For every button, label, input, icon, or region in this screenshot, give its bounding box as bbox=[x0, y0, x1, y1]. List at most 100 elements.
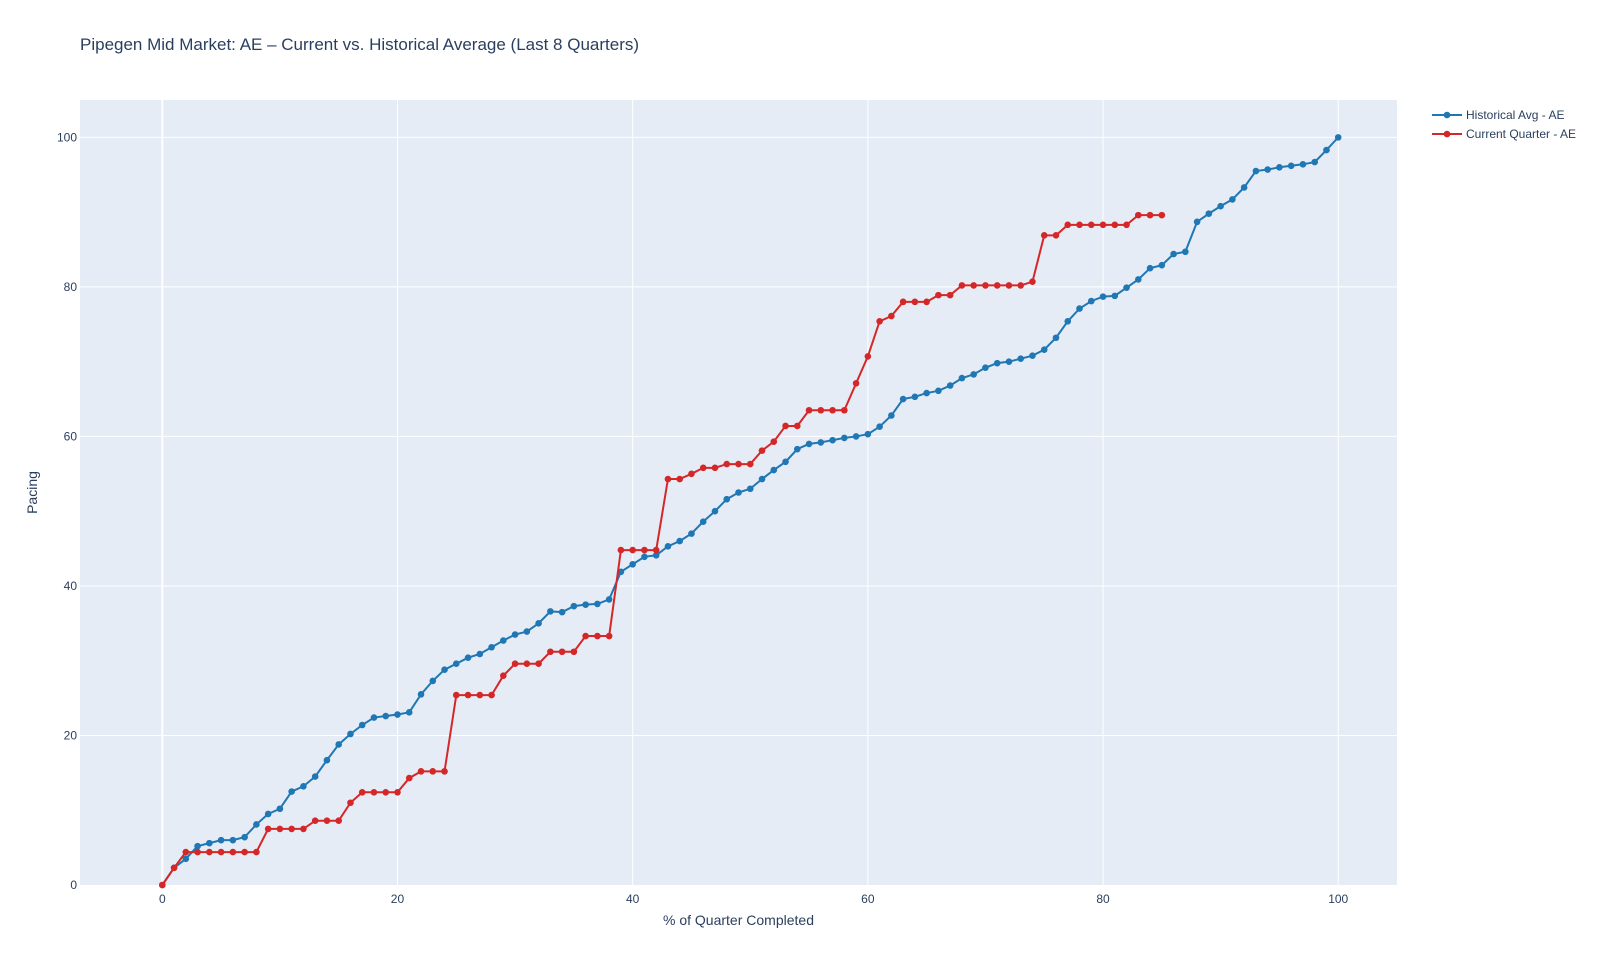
data-point bbox=[1052, 334, 1060, 342]
data-point bbox=[958, 282, 966, 289]
data-point bbox=[946, 291, 954, 299]
legend-marker bbox=[1443, 130, 1451, 138]
data-point bbox=[1099, 221, 1107, 229]
data-point bbox=[1087, 297, 1095, 305]
data-point bbox=[817, 439, 825, 446]
data-point bbox=[1146, 211, 1154, 219]
x-tick-label: 0 bbox=[159, 892, 166, 906]
data-point bbox=[370, 789, 378, 796]
legend[interactable]: Historical Avg - AE Current Quarter - AE bbox=[1432, 108, 1576, 141]
data-point bbox=[617, 546, 625, 554]
data-point bbox=[711, 507, 719, 515]
data-point bbox=[511, 660, 519, 667]
data-point bbox=[264, 825, 272, 833]
data-point bbox=[594, 600, 601, 608]
data-point bbox=[711, 464, 719, 472]
data-point bbox=[1135, 276, 1142, 283]
data-point bbox=[1193, 218, 1201, 226]
data-point bbox=[476, 650, 484, 658]
data-point bbox=[888, 312, 895, 320]
data-point bbox=[1029, 278, 1036, 285]
data-point bbox=[923, 298, 930, 306]
data-point bbox=[1287, 162, 1295, 170]
data-point bbox=[500, 637, 507, 644]
data-point bbox=[476, 691, 484, 699]
data-point bbox=[782, 458, 789, 466]
series-historical-avg bbox=[159, 134, 1342, 889]
data-point bbox=[923, 389, 930, 397]
data-point bbox=[523, 660, 531, 667]
data-point bbox=[582, 632, 589, 640]
legend-label: Historical Avg - AE bbox=[1466, 108, 1564, 122]
data-point bbox=[993, 359, 1001, 367]
data-point bbox=[958, 374, 966, 382]
data-point bbox=[370, 714, 378, 721]
x-axis-title: % of Quarter Completed bbox=[663, 912, 814, 928]
data-point bbox=[182, 848, 190, 856]
data-point bbox=[605, 632, 613, 640]
data-point bbox=[688, 470, 695, 478]
data-point bbox=[229, 836, 237, 844]
data-point bbox=[558, 648, 566, 656]
data-point bbox=[793, 422, 801, 430]
data-point bbox=[641, 553, 648, 561]
data-point bbox=[535, 620, 542, 627]
data-point bbox=[758, 447, 766, 454]
data-point bbox=[206, 848, 213, 856]
data-point bbox=[1276, 163, 1283, 171]
data-point bbox=[182, 855, 190, 863]
data-point bbox=[441, 666, 448, 673]
legend-item[interactable]: Historical Avg - AE bbox=[1432, 108, 1564, 122]
chart-title: Pipegen Mid Market: AE – Current vs. His… bbox=[80, 35, 639, 54]
data-point bbox=[1146, 264, 1154, 272]
data-point bbox=[664, 475, 672, 483]
data-point bbox=[394, 789, 401, 796]
data-point bbox=[746, 460, 754, 468]
data-point bbox=[382, 712, 390, 720]
legend-item[interactable]: Current Quarter - AE bbox=[1432, 127, 1576, 141]
data-point bbox=[1240, 184, 1248, 191]
data-point bbox=[652, 552, 660, 559]
data-point bbox=[723, 495, 731, 503]
legend-label: Current Quarter - AE bbox=[1466, 127, 1576, 141]
data-point bbox=[982, 364, 989, 371]
data-point bbox=[535, 660, 542, 667]
data-point bbox=[323, 756, 331, 764]
data-point bbox=[1005, 282, 1013, 289]
data-point bbox=[1123, 221, 1130, 229]
data-point bbox=[1299, 161, 1307, 168]
data-point bbox=[1252, 167, 1260, 175]
data-point bbox=[264, 810, 272, 818]
data-point bbox=[641, 546, 648, 554]
data-point bbox=[1264, 166, 1271, 173]
data-point bbox=[1158, 211, 1166, 219]
x-tick-label: 60 bbox=[861, 892, 875, 906]
tick-labels: 0 20 40 60 80 100 0 20 40 60 80 100 bbox=[57, 130, 1349, 906]
data-point bbox=[770, 438, 778, 445]
data-point bbox=[911, 298, 919, 306]
data-point bbox=[511, 631, 519, 638]
data-point bbox=[311, 773, 319, 780]
data-point bbox=[159, 881, 166, 889]
gridlines bbox=[80, 100, 1397, 885]
data-point bbox=[735, 489, 742, 496]
data-point bbox=[1123, 284, 1130, 291]
data-point bbox=[358, 721, 366, 729]
data-point bbox=[699, 464, 707, 472]
y-tick-label: 0 bbox=[70, 878, 77, 892]
data-point bbox=[488, 643, 495, 651]
data-point bbox=[676, 537, 684, 545]
data-point bbox=[253, 821, 260, 828]
data-point bbox=[405, 774, 413, 782]
data-point bbox=[347, 799, 354, 807]
data-point bbox=[347, 730, 354, 738]
data-point bbox=[1052, 232, 1060, 239]
data-point bbox=[876, 423, 883, 431]
data-point bbox=[652, 546, 660, 554]
data-point bbox=[723, 460, 731, 468]
data-point bbox=[664, 543, 672, 550]
data-point bbox=[899, 395, 907, 403]
data-point bbox=[1334, 134, 1342, 141]
data-point bbox=[993, 282, 1001, 289]
data-point bbox=[335, 817, 343, 824]
